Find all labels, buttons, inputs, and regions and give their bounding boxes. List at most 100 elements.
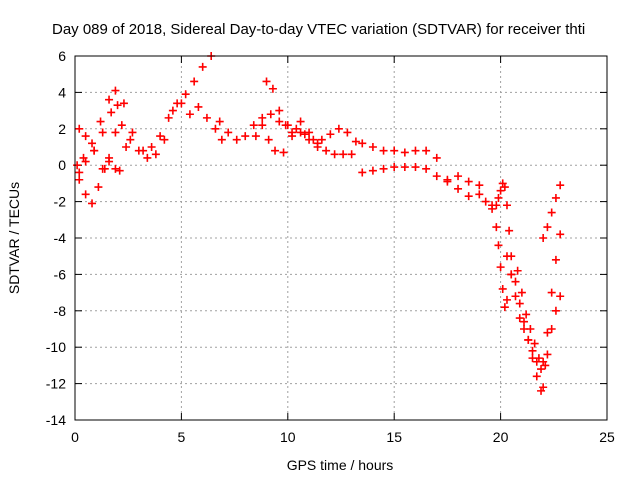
data-point [279,148,288,157]
data-point [500,303,509,312]
data-point [513,266,522,275]
data-point [98,128,107,137]
data-series [262,77,356,159]
data-point [530,339,539,348]
data-point [539,383,548,392]
data-point [379,164,388,173]
data-point [313,139,322,148]
data-point [126,135,135,144]
data-series [168,99,226,144]
data-point [551,255,560,264]
data-point [251,132,260,141]
data-point [96,117,105,126]
chart-title: Day 089 of 2018, Sidereal Day-to-day VTE… [52,21,585,38]
data-point [515,314,524,323]
y-tick-label: 2 [58,121,66,137]
data-point [326,130,335,139]
data-point [524,335,533,344]
plot-frame [74,55,608,421]
data-point [268,84,277,93]
data-point [379,146,388,155]
data-point [534,354,543,363]
data-series [358,139,484,190]
data-point [88,199,97,208]
data-point [556,181,565,190]
data-point [358,168,367,177]
data-point [475,181,484,190]
data-point [288,132,297,141]
data-point [271,146,280,155]
y-tick-label: 0 [58,157,66,173]
data-point [198,62,207,71]
data-point [547,288,556,297]
data-point [115,166,124,175]
data-point [556,292,565,301]
data-point [520,317,529,326]
data-point [543,328,552,337]
data-series [75,101,131,177]
data-point [117,121,126,130]
data-point [390,163,399,172]
data-point [202,113,211,122]
data-point [432,153,441,162]
data-point [351,137,360,146]
data-point [194,102,203,111]
data-point [300,130,309,139]
data-point [185,110,194,119]
data-point [232,135,241,144]
data-point [358,139,367,148]
data-point [543,350,552,359]
data-point [151,150,160,159]
data-point [156,132,165,141]
data-point [511,292,520,301]
data-point [343,128,352,137]
data-point [532,372,541,381]
data-point [390,146,399,155]
data-point [75,124,84,133]
data-point [160,135,169,144]
x-tick-label: 15 [386,429,402,445]
data-point [492,223,501,232]
data-point [275,117,284,126]
data-point [296,128,305,137]
data-point [177,99,186,108]
data-point [322,146,331,155]
data-point [502,295,511,304]
data-point [505,226,514,235]
data-point [515,299,524,308]
data-point [464,177,473,186]
data-point [88,139,97,148]
data-point [528,346,537,355]
data-point [128,128,137,137]
data-series [513,230,565,366]
data-point [496,186,505,195]
data-point [517,288,526,297]
data-point [181,90,190,99]
data-point [258,121,267,130]
data-point [90,146,99,155]
data-point [105,95,114,104]
data-point [543,223,552,232]
data-point [113,101,122,110]
data-point [464,192,473,201]
data-point [454,172,463,181]
data-point [275,106,284,115]
data-point [368,166,377,175]
data-series [358,163,473,201]
data-point [551,193,560,202]
data-point [432,172,441,181]
data-point [143,153,152,162]
data-point [537,365,546,374]
y-tick-label: -14 [46,412,66,428]
data-point [111,86,120,95]
data-point [317,135,326,144]
x-axis-label: GPS time / hours [287,457,394,473]
data-point [81,157,90,166]
data-point [494,193,503,202]
data-point [134,146,143,155]
y-axis-label: SDTVAR / TECUs [6,182,22,294]
data-point [75,168,84,177]
data-point [556,230,565,239]
